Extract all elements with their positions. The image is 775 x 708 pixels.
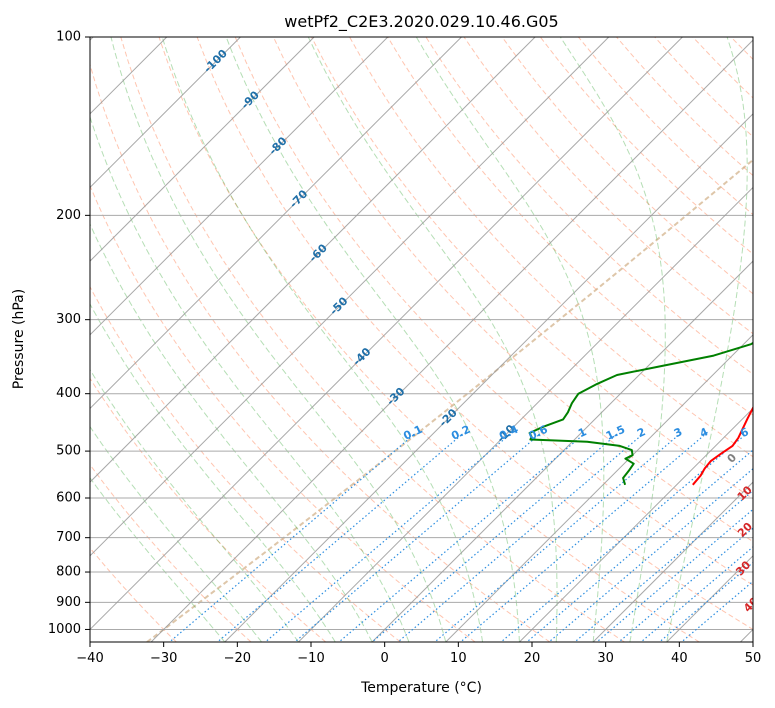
dry-adiabat (349, 37, 753, 458)
moist-adiabat (559, 37, 666, 642)
moist-adiabat (90, 115, 410, 642)
y-tick-label: 400 (56, 386, 81, 401)
dry-adiabat (501, 37, 753, 295)
mixing-ratio-line (217, 434, 462, 642)
y-tick-label: 500 (56, 444, 81, 459)
adiabat-boundary (146, 158, 753, 642)
mixing-ratio-line (169, 434, 414, 642)
isotherm-line (224, 113, 753, 642)
isobar-gridlines (90, 37, 753, 630)
isotherm-line (90, 37, 536, 483)
y-tick-label: 600 (56, 491, 81, 506)
moist-adiabat (161, 37, 484, 642)
isotherm-line (90, 37, 462, 410)
isotherm-line (150, 39, 753, 642)
moist-adiabat (666, 37, 748, 642)
mixing-ratio-line (397, 434, 642, 642)
x-tick-label: −40 (76, 651, 103, 666)
y-tick-label: 700 (56, 530, 81, 545)
dry-adiabat (90, 547, 177, 642)
y-tick-label: 800 (56, 565, 81, 580)
plot-area: -100-90-80-70-60-50-40-30-20-100.1 0.2 0.4… (90, 37, 761, 642)
skewed-isotherms (90, 37, 753, 642)
isotherm-line (445, 334, 753, 642)
x-tick-label: 0 (381, 651, 389, 666)
dry-adiabat (311, 37, 753, 500)
x-tick-label: −20 (224, 651, 251, 666)
x-tick-label: 40 (671, 651, 688, 666)
isotherm-line (90, 37, 241, 189)
plot-frame (89, 36, 754, 643)
dry-adiabat (90, 62, 551, 642)
dry-adiabat (120, 37, 625, 642)
x-tick-label: 30 (597, 651, 614, 666)
moist-adiabat (110, 37, 447, 642)
isotherm-line (298, 186, 753, 642)
temperature-series-line (692, 405, 753, 486)
x-tick-label: 50 (745, 651, 762, 666)
isotherm-line (90, 37, 315, 262)
mixing-ratio-line (548, 467, 753, 642)
mixing-ratio-line (526, 449, 753, 642)
x-tick-label: 20 (524, 651, 541, 666)
moist-adiabat (90, 303, 336, 642)
dry-adiabats (90, 37, 753, 642)
y-tick-label: 900 (56, 595, 81, 610)
x-tick-label: −30 (150, 651, 177, 666)
chart-title: wetPf2_C2E3.2020.029.10.46.G05 (284, 12, 558, 32)
y-tick-label: 100 (56, 30, 81, 45)
x-tick-label: 10 (450, 651, 467, 666)
mixing-ratio-line (338, 434, 584, 642)
dry-adiabat (234, 37, 753, 586)
mixing-ratio-line (434, 434, 679, 642)
moist-adiabat (225, 37, 520, 642)
dry-adiabat (158, 37, 700, 642)
adiabat-label: 40 (741, 595, 761, 615)
dry-adiabat (90, 184, 476, 642)
x-axis-ticks: −40 −30 −20 −10 0 10 20 30 40 50 (76, 642, 761, 666)
mixing-ratio-line (371, 434, 617, 642)
moist-adiabats (90, 37, 748, 642)
dry-adiabat (196, 37, 753, 630)
y-axis-ticks: 100 200 300 400 500 600 700 800 900 1000 (48, 30, 90, 637)
mixing-ratio-line (294, 434, 539, 642)
y-tick-label: 300 (56, 312, 81, 327)
dewpoint-series-line (528, 341, 753, 486)
isotherm-line (90, 37, 683, 631)
isotherm-line (519, 407, 753, 642)
moist-adiabat (90, 222, 373, 642)
y-tick-label: 1000 (48, 622, 81, 637)
mixing-ratio-line (460, 434, 705, 642)
y-tick-label: 200 (56, 208, 81, 223)
dry-adiabat (425, 37, 753, 375)
moist-adiabat (90, 476, 226, 642)
mixing-ratio-line (264, 434, 510, 642)
moist-adiabat (90, 368, 299, 642)
x-axis-label: Temperature (°C) (360, 680, 482, 696)
dry-adiabat (90, 377, 327, 642)
moist-adiabat (307, 37, 558, 642)
dry-adiabat (387, 37, 753, 416)
isotherm-line (371, 260, 753, 642)
moist-adiabat (415, 37, 605, 642)
dry-adiabat (272, 37, 753, 543)
sounding-series (528, 341, 753, 486)
isotherm-line (592, 481, 753, 642)
isotherm-line (90, 37, 610, 557)
dry-adiabat (90, 463, 252, 642)
isotherm-line (90, 37, 389, 336)
x-tick-label: −10 (297, 651, 324, 666)
moist-adiabat (90, 425, 262, 642)
y-axis-label: Pressure (hPa) (11, 289, 27, 389)
